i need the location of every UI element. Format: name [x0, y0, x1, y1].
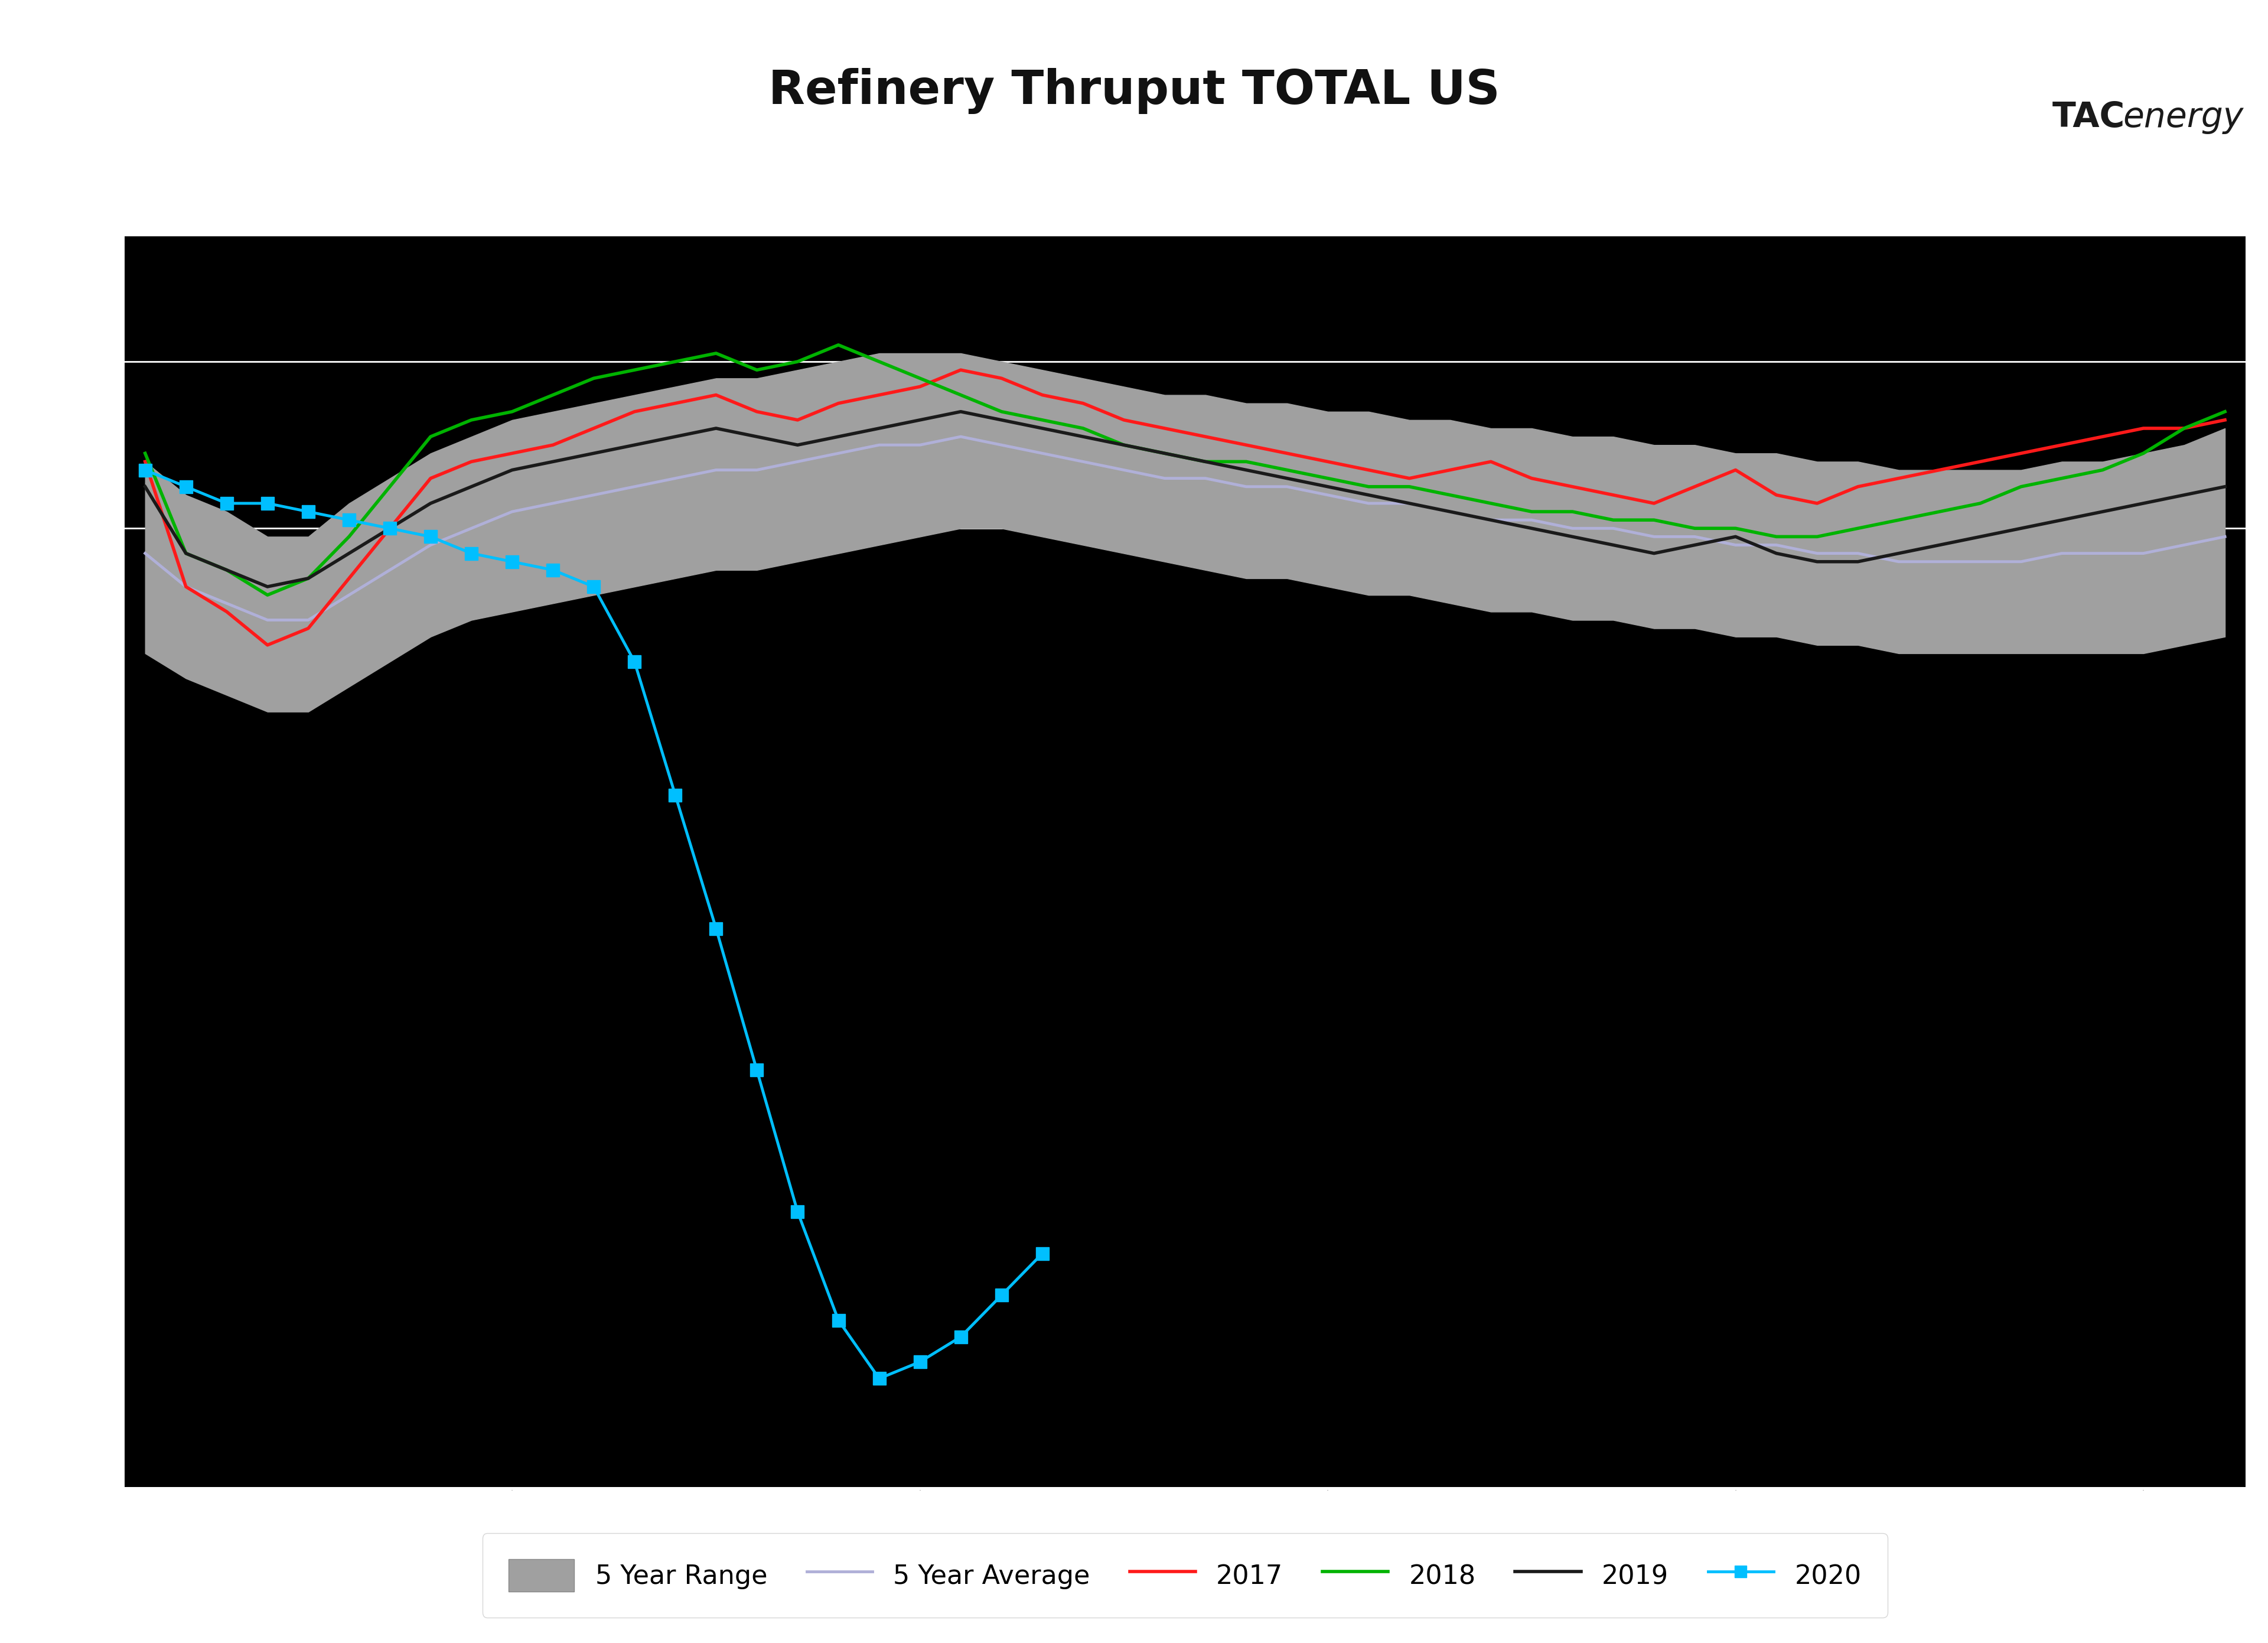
Text: energy: energy: [2123, 100, 2243, 135]
Text: Refinery Thruput TOTAL US: Refinery Thruput TOTAL US: [769, 67, 1499, 113]
Legend: 5 Year Range, 5 Year Average, 2017, 2018, 2019, 2020: 5 Year Range, 5 Year Average, 2017, 2018…: [483, 1533, 1887, 1618]
Text: TAC: TAC: [2053, 100, 2125, 135]
